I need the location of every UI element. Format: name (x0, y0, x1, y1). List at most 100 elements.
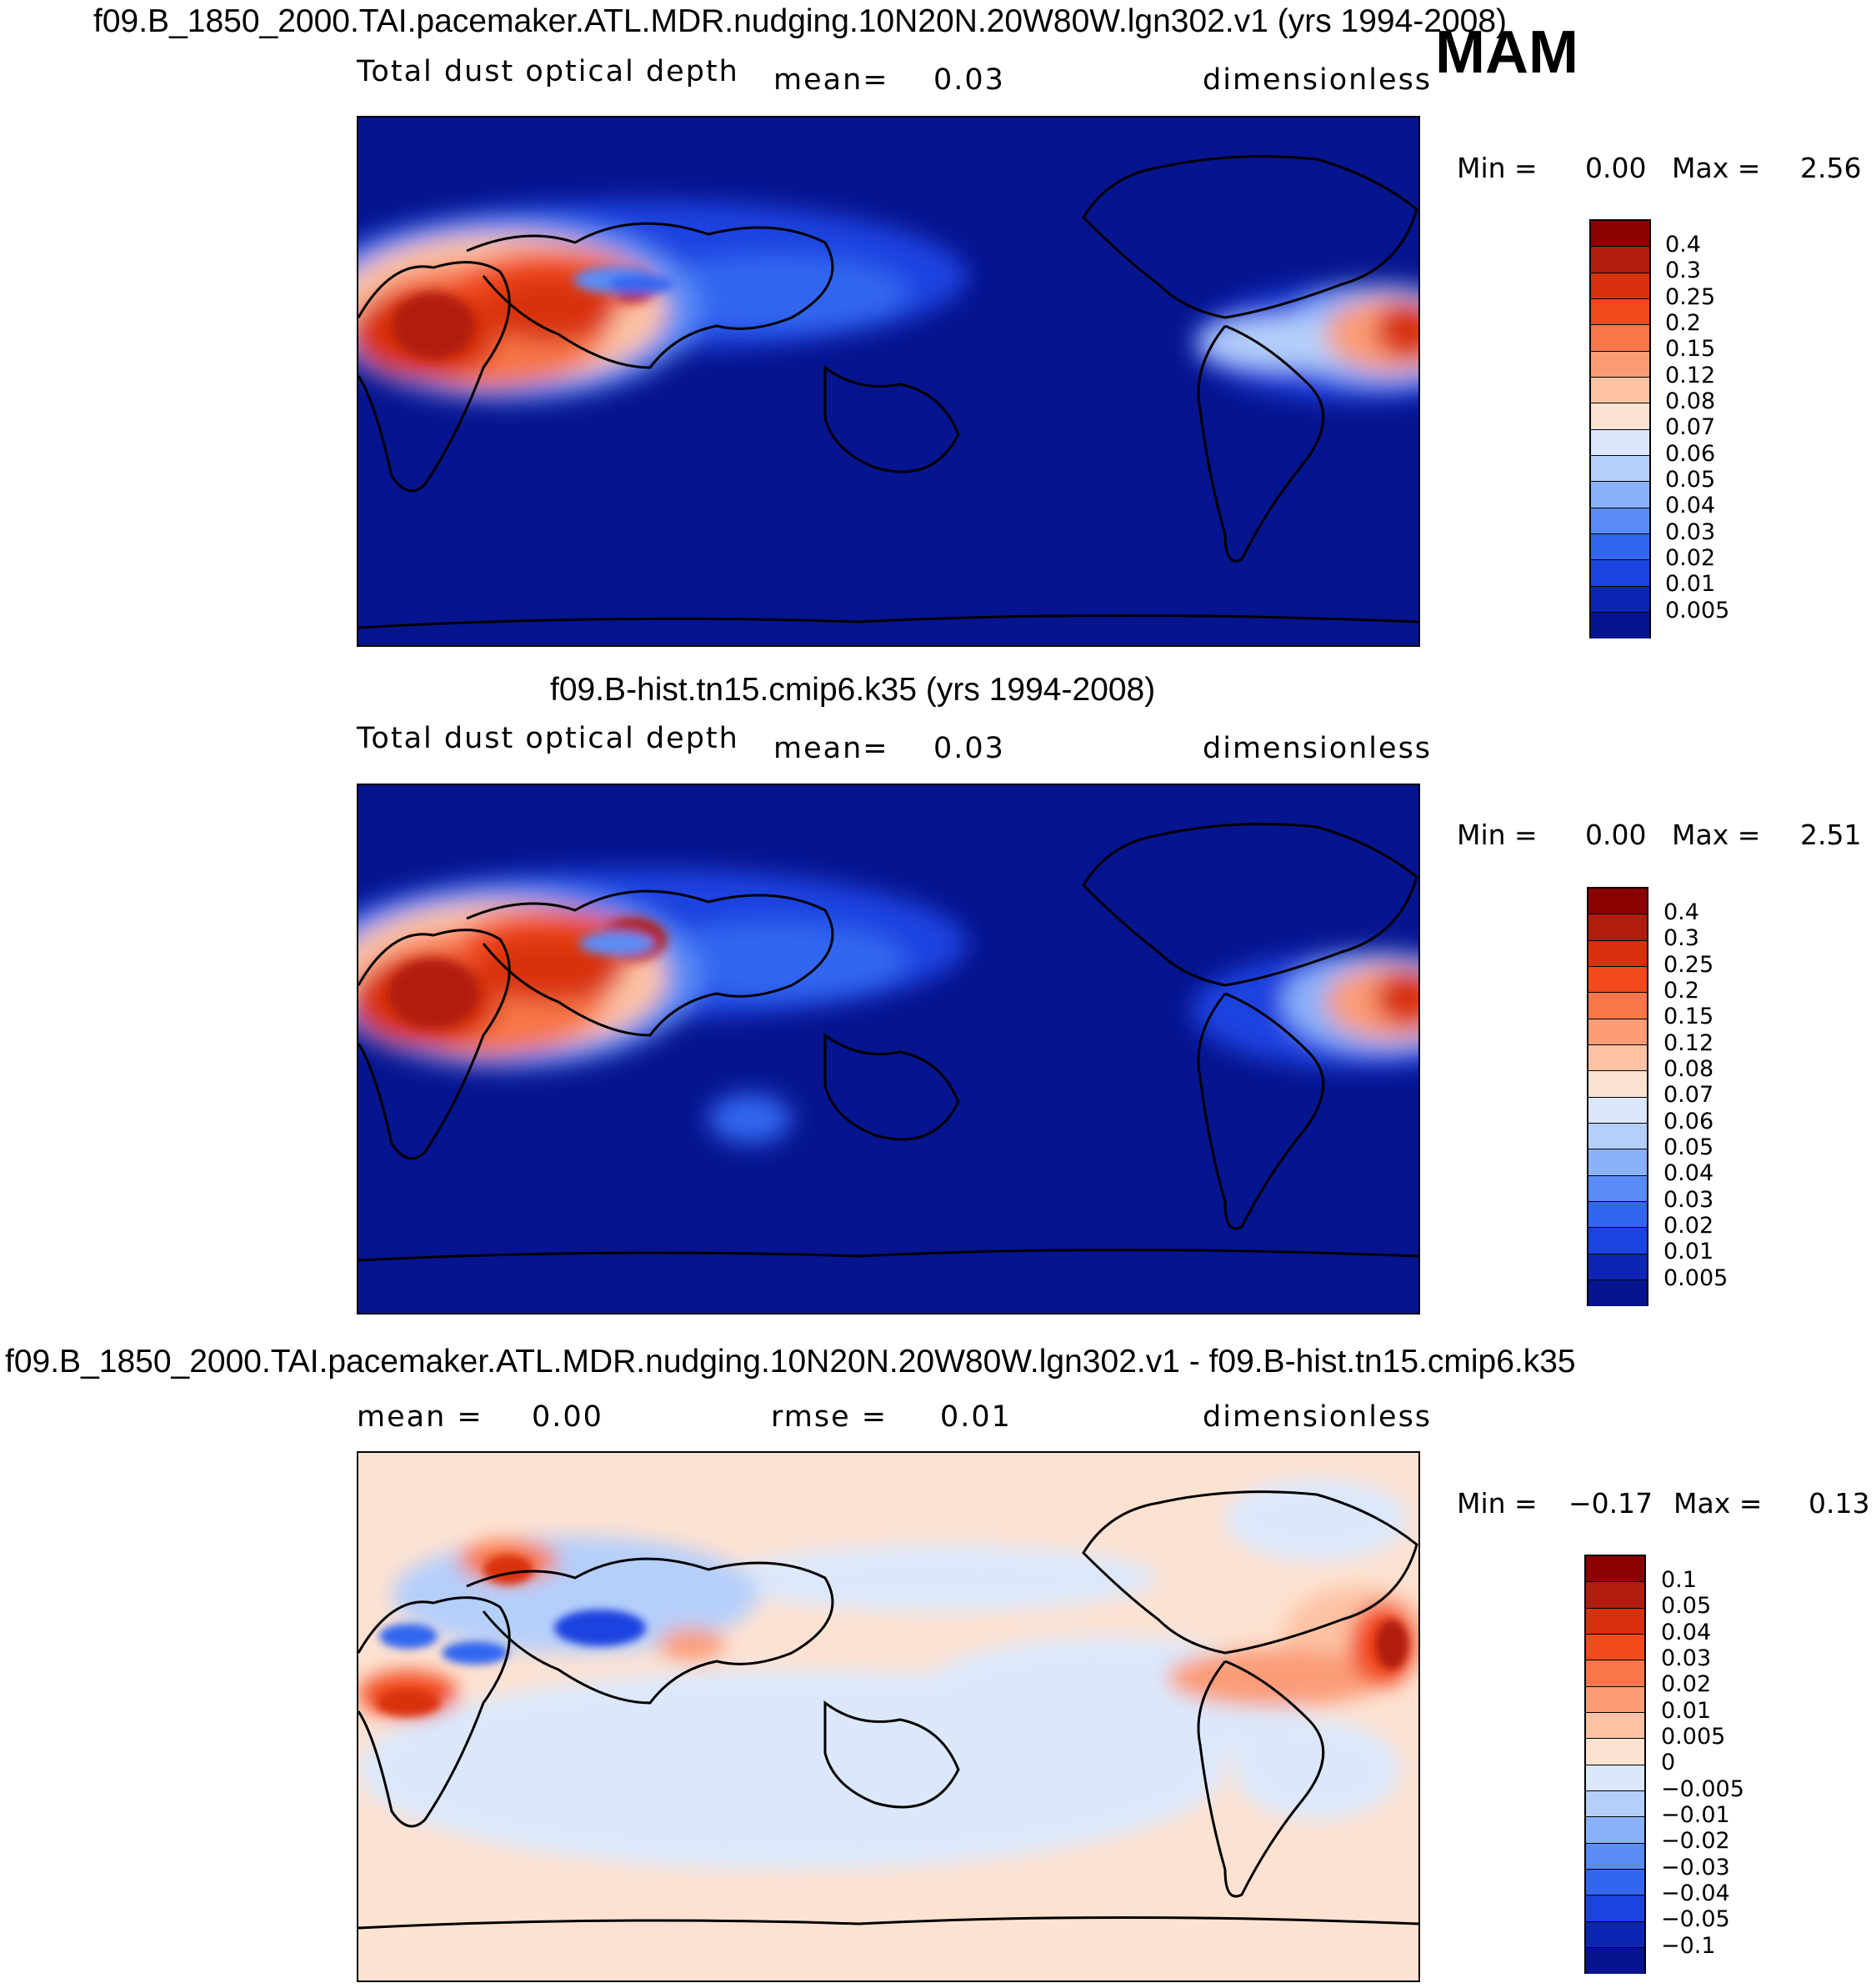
colorbar-cell (1586, 1947, 1644, 1975)
colorbar-cell (1591, 482, 1649, 508)
colorbar-level-label: 0.3 (1665, 258, 1701, 284)
colorbar-cell (1591, 508, 1649, 534)
colorbar-level-label: 0.07 (1665, 414, 1716, 441)
colorbar-cell (1591, 533, 1649, 561)
colorbar-level-label: 0.03 (1663, 1186, 1714, 1213)
colorbar-level-label: 0 (1661, 1750, 1676, 1776)
colorbar-level-label: 0.4 (1665, 232, 1701, 258)
panel2-colorbar (1587, 887, 1648, 1307)
colorbar-level-label: 0.2 (1665, 309, 1701, 336)
colorbar-level-label: −0.01 (1661, 1801, 1730, 1828)
colorbar-cell (1591, 612, 1649, 639)
colorbar-level-label: 0.15 (1663, 1004, 1714, 1030)
panel3-map-svg (358, 1453, 1418, 1980)
colorbar-level-label: 0.05 (1663, 1134, 1714, 1160)
panel3-rmse-label: rmse = (771, 1400, 888, 1434)
colorbar-cell (1591, 298, 1649, 326)
colorbar-cell (1586, 1712, 1644, 1740)
colorbar-cell (1588, 1254, 1647, 1280)
panel1-max-value: 2.56 (1800, 152, 1862, 184)
panel1-map-svg (358, 118, 1418, 645)
colorbar-cell (1591, 325, 1649, 352)
panel1-min-label: Min = (1457, 152, 1538, 184)
colorbar-cell (1591, 273, 1649, 299)
panel3-min-value: −0.17 (1568, 1487, 1653, 1520)
panel3-colorbar (1584, 1555, 1646, 1975)
colorbar-cell (1588, 1071, 1647, 1098)
colorbar-cell (1591, 351, 1649, 378)
colorbar-cell (1591, 560, 1649, 587)
colorbar-cell (1586, 1556, 1644, 1583)
panel2-mean-value: 0.03 (933, 732, 1005, 765)
panel3-mean-value: 0.00 (532, 1400, 603, 1434)
colorbar-cell (1588, 1019, 1647, 1045)
panel2-colorbar-labels: 0.4 0.3 0.25 0.2 0.15 0.12 0.08 0.07 0.06 0.05 0.0… (1663, 899, 1728, 1291)
colorbar-level-label: 0.03 (1661, 1645, 1712, 1671)
colorbar-cell (1588, 1097, 1647, 1124)
colorbar-cell (1591, 221, 1649, 248)
panel3-units: dimensionless (1203, 1400, 1433, 1434)
panel3-min-label: Min = (1457, 1487, 1538, 1520)
panel2-max-value: 2.51 (1800, 819, 1862, 851)
colorbar-level-label: 0.12 (1663, 1029, 1714, 1056)
panel2-max-label: Max = (1672, 819, 1761, 851)
colorbar-cell (1588, 993, 1647, 1019)
colorbar-level-label: 0.04 (1661, 1619, 1712, 1645)
colorbar-level-label: 0.01 (1661, 1697, 1712, 1724)
colorbar-cell (1588, 1149, 1647, 1176)
colorbar-level-label: 0.01 (1665, 571, 1716, 598)
panel2-map (357, 784, 1420, 1314)
panel1-mean-label: mean= (773, 63, 889, 97)
panel3-rmse-value: 0.01 (940, 1400, 1012, 1434)
panel1-mean-value: 0.03 (933, 63, 1005, 97)
panel3-map (357, 1451, 1420, 1982)
colorbar-level-label: 0.06 (1665, 440, 1716, 467)
colorbar-level-label: 0.005 (1661, 1723, 1726, 1750)
colorbar-cell (1586, 1765, 1644, 1791)
colorbar-level-label: 0.005 (1665, 597, 1730, 623)
colorbar-cell (1586, 1921, 1644, 1948)
colorbar-cell (1586, 1634, 1644, 1661)
panel1-max-label: Max = (1672, 152, 1761, 184)
panel3-colorbar-labels: 0.1 0.05 0.04 0.03 0.02 0.01 0.005 0 −0.005 −0.01… (1661, 1567, 1744, 1959)
colorbar-level-label: −0.03 (1661, 1854, 1730, 1880)
colorbar-cell (1588, 1123, 1647, 1150)
colorbar-level-label: 0.005 (1663, 1264, 1728, 1291)
colorbar-cell (1586, 1869, 1644, 1896)
colorbar-level-label: 0.4 (1663, 899, 1699, 925)
colorbar-cell (1586, 1660, 1644, 1687)
colorbar-level-label: 0.25 (1665, 283, 1716, 310)
colorbar-cell (1588, 914, 1647, 941)
colorbar-level-label: −0.02 (1661, 1828, 1730, 1855)
colorbar-cell (1588, 966, 1647, 994)
panel2-min-label: Min = (1457, 819, 1538, 851)
colorbar-level-label: −0.05 (1661, 1906, 1730, 1933)
panel2-variable: Total dust optical depth (357, 722, 739, 755)
colorbar-level-label: 0.05 (1665, 466, 1716, 493)
colorbar-cell (1586, 1817, 1644, 1844)
panel2-min-value: 0.00 (1585, 819, 1647, 851)
colorbar-cell (1588, 889, 1647, 915)
panel2-map-svg (358, 785, 1418, 1313)
panel2-mean-label: mean= (773, 732, 889, 765)
colorbar-cell (1586, 1582, 1644, 1609)
colorbar-cell (1591, 429, 1649, 456)
colorbar-level-label: 0.15 (1665, 336, 1716, 363)
colorbar-cell (1588, 1175, 1647, 1202)
colorbar-level-label: 0.07 (1663, 1082, 1714, 1109)
colorbar-level-label: 0.1 (1661, 1567, 1697, 1593)
colorbar-cell (1586, 1843, 1644, 1870)
panel3-title: f09.B_1850_2000.TAI.pacemaker.ATL.MDR.nu… (5, 1344, 1576, 1380)
colorbar-level-label: 0.08 (1663, 1055, 1714, 1082)
colorbar-level-label: 0.02 (1661, 1671, 1712, 1698)
colorbar-cell (1588, 1279, 1647, 1307)
colorbar-cell (1586, 1739, 1644, 1765)
colorbar-cell (1586, 1608, 1644, 1635)
colorbar-level-label: 0.04 (1663, 1160, 1714, 1187)
colorbar-cell (1588, 1228, 1647, 1254)
panel3-max-value: 0.13 (1808, 1487, 1870, 1520)
colorbar-cell (1591, 455, 1649, 483)
colorbar-cell (1588, 1201, 1647, 1229)
colorbar-level-label: −0.04 (1661, 1880, 1730, 1906)
panel1-map (357, 116, 1420, 647)
